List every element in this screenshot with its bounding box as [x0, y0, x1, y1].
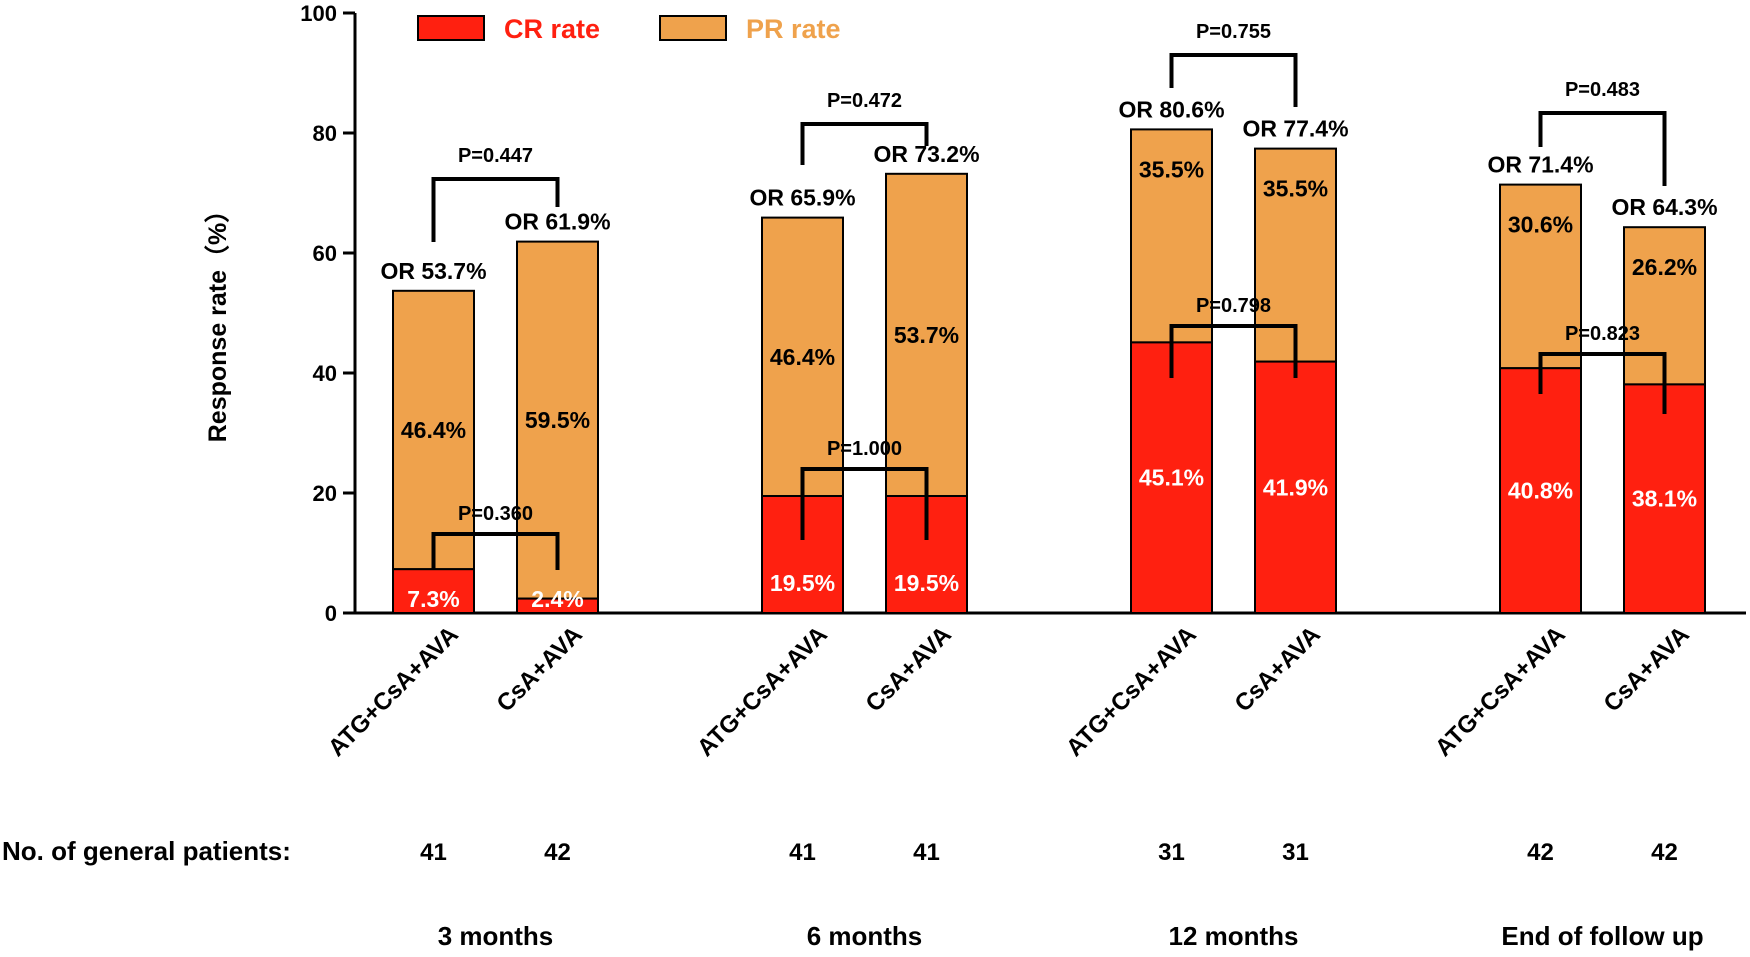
cr-value-label: 7.3% [407, 586, 459, 612]
y-tick-label: 40 [313, 361, 337, 386]
or-value-label: OR 64.3% [1611, 194, 1717, 220]
patient-count: 41 [420, 839, 447, 866]
or-p-value: P=0.755 [1196, 21, 1271, 43]
or-p-value: P=0.447 [458, 145, 533, 167]
bar-cr-segment [516, 597, 599, 614]
y-tick-label: 20 [313, 481, 337, 506]
cr-p-bracket [1169, 324, 1298, 378]
x-category-label: ATG+CsA+AVA [323, 621, 464, 762]
cr-value-label: 19.5% [770, 570, 835, 596]
y-axis-label: Response rate（%） [203, 198, 232, 443]
group-label: End of follow up [1501, 921, 1703, 951]
or-p-value: P=0.483 [1565, 79, 1640, 101]
cr-value-label: 40.8% [1508, 478, 1573, 504]
bar-pr-segment [392, 289, 475, 571]
group-label: 3 months [438, 921, 554, 951]
or-p-bracket [431, 177, 560, 242]
x-category-label: ATG+CsA+AVA [1430, 621, 1571, 762]
bar-cr-segment [1130, 341, 1213, 614]
patients-row-label: No. of general patients: [2, 836, 291, 866]
pr-value-label: 46.4% [770, 344, 835, 370]
or-value-label: OR 65.9% [749, 185, 855, 211]
cr-p-bracket [431, 532, 560, 570]
pr-value-label: 30.6% [1508, 212, 1573, 238]
pr-value-label: 53.7% [894, 322, 959, 348]
cr-p-value: P=1.000 [827, 438, 902, 460]
group-label: 12 months [1168, 921, 1298, 951]
group-label: 6 months [807, 921, 923, 951]
patient-count: 41 [913, 839, 940, 866]
or-p-bracket [1538, 111, 1667, 186]
or-p-bracket [800, 122, 929, 165]
or-p-value: P=0.472 [827, 90, 902, 112]
patient-count: 31 [1158, 839, 1185, 866]
or-value-label: OR 53.7% [380, 258, 486, 284]
cr-p-bracket [800, 467, 929, 540]
x-category-label: ATG+CsA+AVA [1061, 621, 1202, 762]
bar-cr-segment [392, 568, 475, 615]
bar-pr-segment [1499, 183, 1582, 370]
patient-count: 42 [1651, 839, 1678, 866]
x-category-label: CsA+AVA [491, 621, 587, 717]
pr-value-label: 59.5% [525, 407, 590, 433]
or-value-label: OR 80.6% [1118, 96, 1224, 122]
legend-label-pr: PR rate [746, 14, 841, 44]
y-tick-label: 80 [313, 121, 337, 146]
x-category-label: ATG+CsA+AVA [692, 621, 833, 762]
cr-value-label: 38.1% [1632, 486, 1697, 512]
patient-count: 31 [1282, 839, 1309, 866]
or-value-label: OR 71.4% [1487, 152, 1593, 178]
y-tick-label: 100 [300, 1, 337, 26]
patient-count: 42 [544, 839, 571, 866]
legend-label-cr: CR rate [504, 14, 600, 44]
cr-p-value: P=0.798 [1196, 295, 1271, 317]
bar-cr-segment [1499, 367, 1582, 615]
cr-p-value: P=0.360 [458, 503, 533, 525]
or-p-bracket [1169, 53, 1298, 107]
or-value-label: OR 61.9% [504, 209, 610, 235]
bar-cr-segment [1254, 360, 1337, 614]
x-category-label: CsA+AVA [860, 621, 956, 717]
pr-value-label: 35.5% [1263, 176, 1328, 202]
patient-count: 42 [1527, 839, 1554, 866]
cr-value-label: 2.4% [531, 586, 583, 612]
legend-swatch-cr [417, 15, 485, 41]
pr-value-label: 46.4% [401, 417, 466, 443]
cr-value-label: 19.5% [894, 570, 959, 596]
x-category-label: CsA+AVA [1229, 621, 1325, 717]
legend-swatch-pr [659, 15, 727, 41]
patient-count: 41 [789, 839, 816, 866]
pr-value-label: 26.2% [1632, 254, 1697, 280]
cr-p-value: P=0.823 [1565, 323, 1640, 345]
cr-value-label: 45.1% [1139, 465, 1204, 491]
y-tick-label: 60 [313, 241, 337, 266]
pr-value-label: 35.5% [1139, 156, 1204, 182]
cr-value-label: 41.9% [1263, 474, 1328, 500]
or-value-label: OR 77.4% [1242, 116, 1348, 142]
y-tick-label: 0 [325, 601, 337, 626]
bar-cr-segment [1623, 383, 1706, 614]
cr-p-bracket [1538, 352, 1667, 414]
bar-pr-segment [1130, 128, 1213, 344]
x-category-label: CsA+AVA [1598, 621, 1694, 717]
